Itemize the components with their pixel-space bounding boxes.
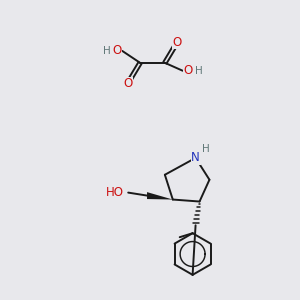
Text: H: H — [202, 144, 209, 154]
Polygon shape — [147, 192, 173, 200]
Text: O: O — [184, 64, 193, 77]
Text: O: O — [112, 44, 121, 57]
Text: O: O — [124, 77, 133, 90]
Text: H: H — [103, 46, 110, 56]
Text: O: O — [172, 35, 182, 49]
Text: HO: HO — [106, 186, 124, 199]
Text: H: H — [195, 66, 202, 76]
Text: N: N — [191, 152, 200, 164]
